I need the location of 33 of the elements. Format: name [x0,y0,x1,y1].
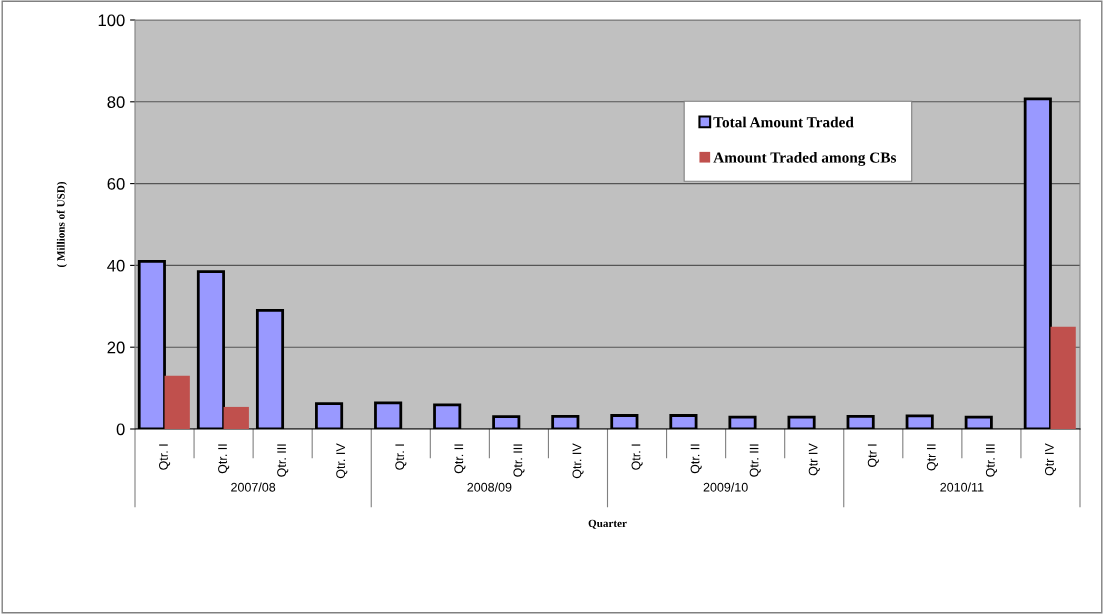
text: 2008/09 [467,482,512,492]
x-tick-label: Qtr. II [690,444,702,474]
y-tick-label: 100 [98,14,125,27]
x-tick-label: Qtr. III [513,444,525,477]
text: 2009/10 [703,482,748,492]
bar [223,406,249,429]
y-tick-label: 40 [107,259,125,272]
y-tick-label: 0 [116,423,125,436]
x-tick-label: Qtr. III [277,444,289,477]
x-tick-label: Qtr IV [1044,443,1057,476]
y-tick-label: 80 [107,96,125,108]
legend-label: Total Amount Traded [713,116,854,128]
x-tick-label: Qtr I [867,444,879,468]
x-tick-label: Qtr. III [985,444,997,477]
text: 2007/08 [231,482,276,492]
bar [164,375,190,429]
x-tick-label: Qtr IV [808,443,820,476]
x-tick-label: Qtr. I [631,444,643,470]
bar [1050,326,1076,429]
legend-label: Amount Traded among CBs [713,151,897,166]
y-axis-title: ( Millions of USD) [56,181,67,268]
x-tick-label: Qtr. I [159,444,171,470]
x-tick-label: Qtr. IV [336,443,348,479]
x-tick-label: Qtr. IV [572,443,584,479]
x-tick-label: Qtr II [926,444,938,471]
y-tick-label: 20 [107,341,125,354]
x-tick-label: Qtr. II [218,444,230,474]
x-axis-title: Quarter [588,519,627,529]
x-tick-label: Qtr. II [454,444,466,474]
y-tick-label: 60 [107,178,125,190]
text: 2010/11 [940,482,984,492]
x-tick-label: Qtr. I [395,444,407,470]
x-tick-label: Qtr. III [749,444,761,477]
